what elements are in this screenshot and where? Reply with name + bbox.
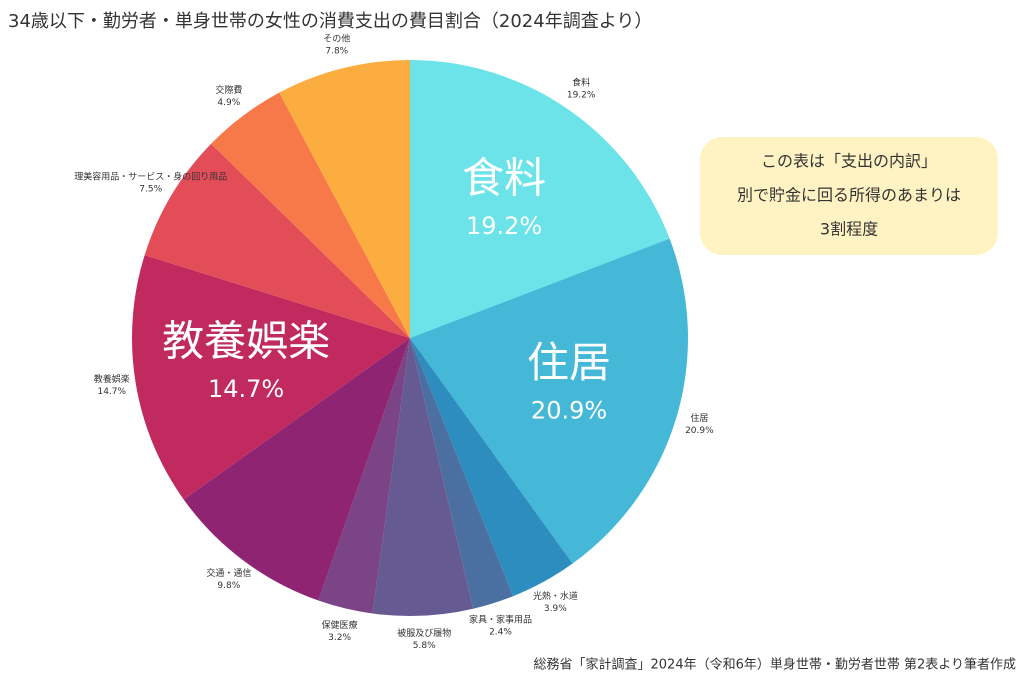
annotation-box [700,137,998,255]
inner-value-label: 19.2% [466,212,542,240]
slice-label: 被服及び履物 [397,627,451,639]
pie-slice [132,255,410,500]
slice-label: 保健医療 [322,619,358,631]
slice-label: 交通・通信 [206,567,251,579]
value-label: 3.9% [544,604,567,614]
inner-value-label: 14.7% [208,375,284,403]
pie-slice [372,338,474,616]
slice-label: 光熱・水道 [533,590,578,602]
inner-label: 教養娯楽 [162,317,330,366]
pie-slice [410,338,573,597]
source: 総務省「家計調査」2024年（令和6年）単身世帯・勤労者世帯 第2表より筆者作成 [534,657,1017,673]
value-label: 19.2% [567,91,596,101]
value-label: 7.5% [139,185,162,195]
slice-label: 食料 [572,77,590,89]
slice-label: 家具・家事用品 [469,614,532,626]
value-label: 2.4% [489,628,512,638]
pie-slice [183,338,410,601]
pie-slice [410,60,670,338]
value-label: 3.2% [328,633,351,643]
value-label: 5.8% [413,641,436,651]
value-label: 14.7% [97,387,126,397]
chart-title: 34歳以下・勤労者・単身世帯の女性の消費支出の費目割合（2024年調査より） [8,11,652,32]
inner-label: 食料 [462,154,546,203]
value-label: 7.8% [325,47,348,57]
annotation: 別で貯金に回る所得のあまりは [737,186,961,205]
pie-slice [211,92,410,339]
inner-value-label: 20.9% [531,397,607,425]
slice-label: 交際費 [215,84,242,96]
pie-slice [410,338,514,609]
inner-label: 住居 [527,338,611,387]
pie-slice [279,60,410,338]
annotation: この表は「支出の内訳」 [761,152,937,171]
slice-label: その他 [323,33,350,45]
value-label: 9.8% [217,581,240,591]
slice-label: 教養娯楽 [94,373,130,385]
annotation: 3割程度 [820,220,878,239]
slice-label: 理美容用品・サービス・身の回り用品 [74,171,227,183]
slice-label: 住居 [690,412,708,424]
value-label: 4.9% [217,98,240,108]
pie-slice [144,143,410,338]
value-label: 20.9% [685,426,714,436]
pie-slice [318,338,410,614]
pie-slice [410,238,688,564]
